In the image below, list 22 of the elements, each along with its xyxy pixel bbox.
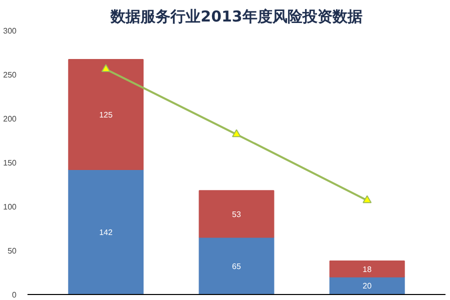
bar [198,190,274,238]
bar [68,169,144,294]
y-tick-label: 300 [3,26,18,36]
data-label: 142 [99,228,114,238]
y-tick-label: 0 [12,290,18,300]
data-label: 18 [362,264,372,274]
y-tick-label: 200 [3,114,18,124]
bar [329,260,405,278]
y-tick-label: 150 [3,158,18,168]
y-tick-label: 250 [3,70,18,80]
data-label: 20 [362,282,372,291]
chart-title: 数据服务行业2013年度风险投资数据 [110,8,362,26]
data-label: 53 [232,210,242,219]
data-label: 65 [232,262,242,271]
point [232,129,241,138]
bar [198,236,274,294]
data-label: 125 [99,110,114,120]
point [362,195,372,204]
point [101,64,110,72]
y-tick-label: 100 [3,202,18,212]
bar [68,59,144,170]
y-tick-label: 50 [8,246,18,256]
